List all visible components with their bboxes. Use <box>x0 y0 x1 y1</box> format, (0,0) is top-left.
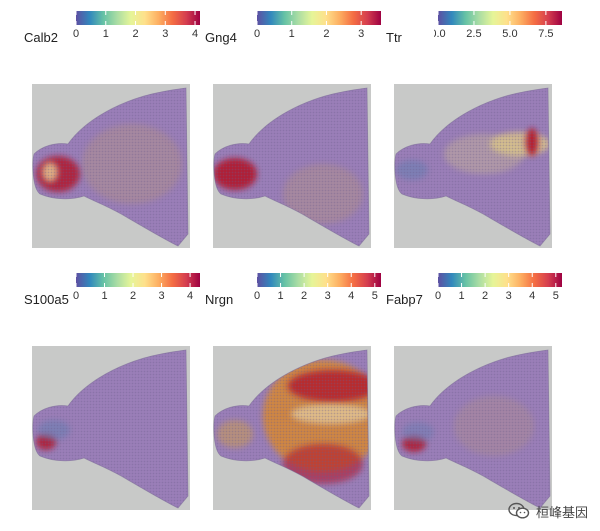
colorbar-tick-label: 0 <box>73 290 79 300</box>
colorbar-tick-label: 4 <box>529 290 535 300</box>
colorbar-tick-label: 2.5 <box>466 28 481 38</box>
colorbar-tick-label: 1 <box>458 290 464 300</box>
tissue-outline <box>32 87 189 247</box>
panel-gng4: Gng4 0 1 2 3 <box>205 10 389 256</box>
colorbar-tick-label: 1 <box>103 28 109 38</box>
colorbar-gradient <box>257 273 381 287</box>
gene-label: Ttr <box>386 30 402 45</box>
panel-ttr: Ttr 0.0 2.5 5.0 7.5 <box>386 10 570 256</box>
colorbar-tick-label: 5 <box>553 290 559 300</box>
tissue-image <box>32 346 190 510</box>
tissue-outline <box>213 349 370 509</box>
colorbar-tick-label: 1 <box>101 290 107 300</box>
colorbar: 0 1 2 3 4 5 <box>254 273 381 300</box>
colorbar-tick-label: 2 <box>482 290 488 300</box>
colorbar-tick-label: 2 <box>323 28 329 38</box>
gene-label: S100a5 <box>24 292 69 307</box>
panel-fabp7: Fabp7 0 1 2 3 4 5 <box>386 272 570 518</box>
colorbar-tick-label: 7.5 <box>538 28 553 38</box>
tissue-outline <box>32 349 189 509</box>
panel-s100a5: S100a5 0 1 2 3 4 <box>24 272 208 518</box>
colorbar-tick-label: 2 <box>130 290 136 300</box>
colorbar-tick-label: 0 <box>254 28 260 38</box>
colorbar-tick-label: 3 <box>358 28 364 38</box>
colorbar: 0 1 2 3 <box>254 11 381 38</box>
tissue-outline <box>394 87 551 247</box>
colorbar-gradient <box>76 11 200 25</box>
tissue-image <box>213 84 371 248</box>
watermark-text: 桓峰基因 <box>535 504 588 520</box>
colorbar-tick-label: 1 <box>289 28 295 38</box>
gene-label: Gng4 <box>205 30 237 45</box>
watermark: 桓峰基因 <box>508 499 588 523</box>
colorbar-tick-label: 1 <box>277 290 283 300</box>
colorbar-gradient <box>76 273 200 287</box>
gene-label: Fabp7 <box>386 292 423 307</box>
colorbar-tick-label: 4 <box>348 290 354 300</box>
tissue-image <box>213 346 371 510</box>
tissue-image <box>394 346 552 510</box>
colorbar-gradient <box>438 273 562 287</box>
tissue-outline <box>394 349 551 509</box>
colorbar-gradient <box>438 11 562 25</box>
colorbar: 0 1 2 3 4 <box>73 11 200 38</box>
colorbar-tick-label: 4 <box>192 28 198 38</box>
colorbar-tick-label: 3 <box>158 290 164 300</box>
colorbar-gradient <box>257 11 381 25</box>
colorbar-tick-label: 3 <box>162 28 168 38</box>
colorbar-tick-label: 2 <box>132 28 138 38</box>
colorbar-tick-label: 3 <box>325 290 331 300</box>
colorbar-tick-label: 3 <box>506 290 512 300</box>
colorbar-tick-label: 0 <box>254 290 260 300</box>
colorbar: 0.0 2.5 5.0 7.5 <box>434 11 562 38</box>
colorbar-tick-label: 5 <box>372 290 378 300</box>
colorbar-tick-label: 4 <box>187 290 193 300</box>
colorbar: 0 1 2 3 4 5 <box>435 273 562 300</box>
colorbar-tick-label: 2 <box>301 290 307 300</box>
gene-label: Nrgn <box>205 292 234 307</box>
colorbar-tick-label: 0 <box>435 290 441 300</box>
tissue-image <box>32 84 190 248</box>
wechat-icon <box>508 502 530 519</box>
tissue-outline <box>213 87 370 247</box>
panel-calb2: Calb2 0 1 2 3 4 <box>24 10 208 256</box>
colorbar-tick-label: 0 <box>73 28 79 38</box>
colorbar-tick-label: 5.0 <box>502 28 517 38</box>
gene-label: Calb2 <box>24 30 58 45</box>
colorbar: 0 1 2 3 4 <box>73 273 200 300</box>
colorbar-tick-label: 0.0 <box>434 28 446 38</box>
panel-nrgn: Nrgn 0 1 2 3 4 5 <box>205 272 389 518</box>
tissue-image <box>394 84 552 248</box>
